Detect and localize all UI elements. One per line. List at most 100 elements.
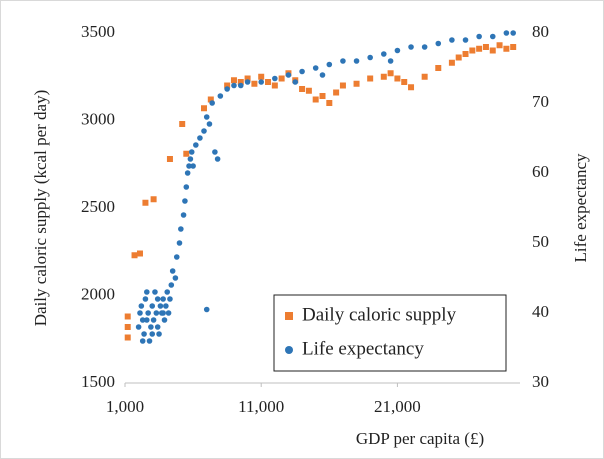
point (182, 198, 188, 204)
legend-label: Life expectancy (302, 338, 424, 359)
point (167, 296, 173, 302)
point (455, 54, 462, 61)
point (292, 79, 299, 85)
point (164, 289, 171, 295)
y2-tick-label: 30 (532, 372, 549, 391)
point (203, 306, 210, 313)
point (272, 75, 278, 82)
y2-axis-title: Life expectancy (571, 153, 590, 263)
x-axis-title: GDP per capita (£) (356, 429, 484, 448)
point (154, 324, 161, 330)
point (299, 86, 306, 92)
point (265, 79, 272, 85)
point (496, 42, 503, 49)
point (201, 105, 207, 112)
point (271, 82, 278, 89)
legend-label: Daily caloric supply (302, 304, 457, 325)
point (169, 268, 176, 274)
point (305, 87, 312, 94)
point (312, 65, 319, 71)
y-tick-label: 3500 (81, 22, 115, 41)
point (510, 30, 516, 36)
y-axis-title: Daily caloric supply (kcal per day) (31, 90, 50, 327)
point (224, 86, 230, 92)
point (435, 65, 442, 71)
point (183, 150, 190, 157)
point (139, 338, 146, 344)
point (244, 75, 251, 82)
point (489, 47, 496, 54)
point (188, 149, 195, 155)
point (435, 40, 442, 47)
point (153, 310, 160, 316)
point (326, 61, 333, 68)
point (136, 250, 143, 257)
point (154, 296, 161, 302)
point (394, 75, 401, 82)
y-tick-label: 2000 (81, 284, 115, 303)
point (339, 82, 346, 89)
point (207, 96, 214, 103)
point (176, 240, 183, 246)
legend-marker (285, 346, 293, 354)
point (180, 212, 187, 218)
point (160, 296, 166, 302)
point (326, 100, 333, 106)
point (157, 303, 164, 309)
point (173, 254, 180, 260)
point (172, 275, 179, 281)
point (165, 310, 172, 316)
point (146, 338, 153, 344)
point (152, 289, 158, 295)
point (421, 44, 428, 50)
point (124, 334, 131, 341)
point (312, 96, 319, 103)
point (186, 163, 192, 169)
point (135, 324, 142, 330)
point (224, 82, 231, 89)
point (214, 156, 221, 162)
point (469, 47, 476, 54)
point (201, 128, 207, 134)
y2-tick-label: 70 (532, 92, 549, 111)
point (168, 282, 175, 288)
point (333, 89, 340, 96)
point (209, 100, 215, 106)
point (203, 114, 210, 120)
point (489, 33, 496, 40)
y-tick-label: 2500 (81, 197, 115, 216)
x-tick-label: 21,000 (374, 397, 421, 416)
point (380, 73, 387, 80)
point (124, 313, 131, 320)
point (421, 73, 428, 80)
point (150, 317, 157, 323)
point (187, 156, 194, 162)
point (150, 196, 157, 203)
point (131, 252, 138, 259)
y-tick-label: 1500 (81, 372, 115, 391)
point (212, 149, 218, 155)
point (237, 82, 244, 89)
legend-box (273, 294, 507, 372)
point (299, 68, 305, 75)
point (244, 79, 251, 85)
point (448, 59, 455, 66)
y2-tick-label: 40 (532, 302, 549, 321)
point (462, 51, 469, 57)
y2-tick-label: 80 (532, 22, 549, 41)
point (160, 310, 166, 316)
point (193, 142, 199, 148)
point (258, 73, 265, 80)
x-tick-label: 1,000 (106, 397, 144, 416)
point (387, 70, 394, 77)
point (183, 184, 190, 190)
point (449, 37, 455, 43)
point (179, 121, 186, 127)
point (462, 37, 469, 43)
point (482, 44, 489, 50)
point (184, 170, 191, 176)
point (353, 80, 360, 87)
point (319, 72, 326, 78)
point (387, 58, 394, 64)
